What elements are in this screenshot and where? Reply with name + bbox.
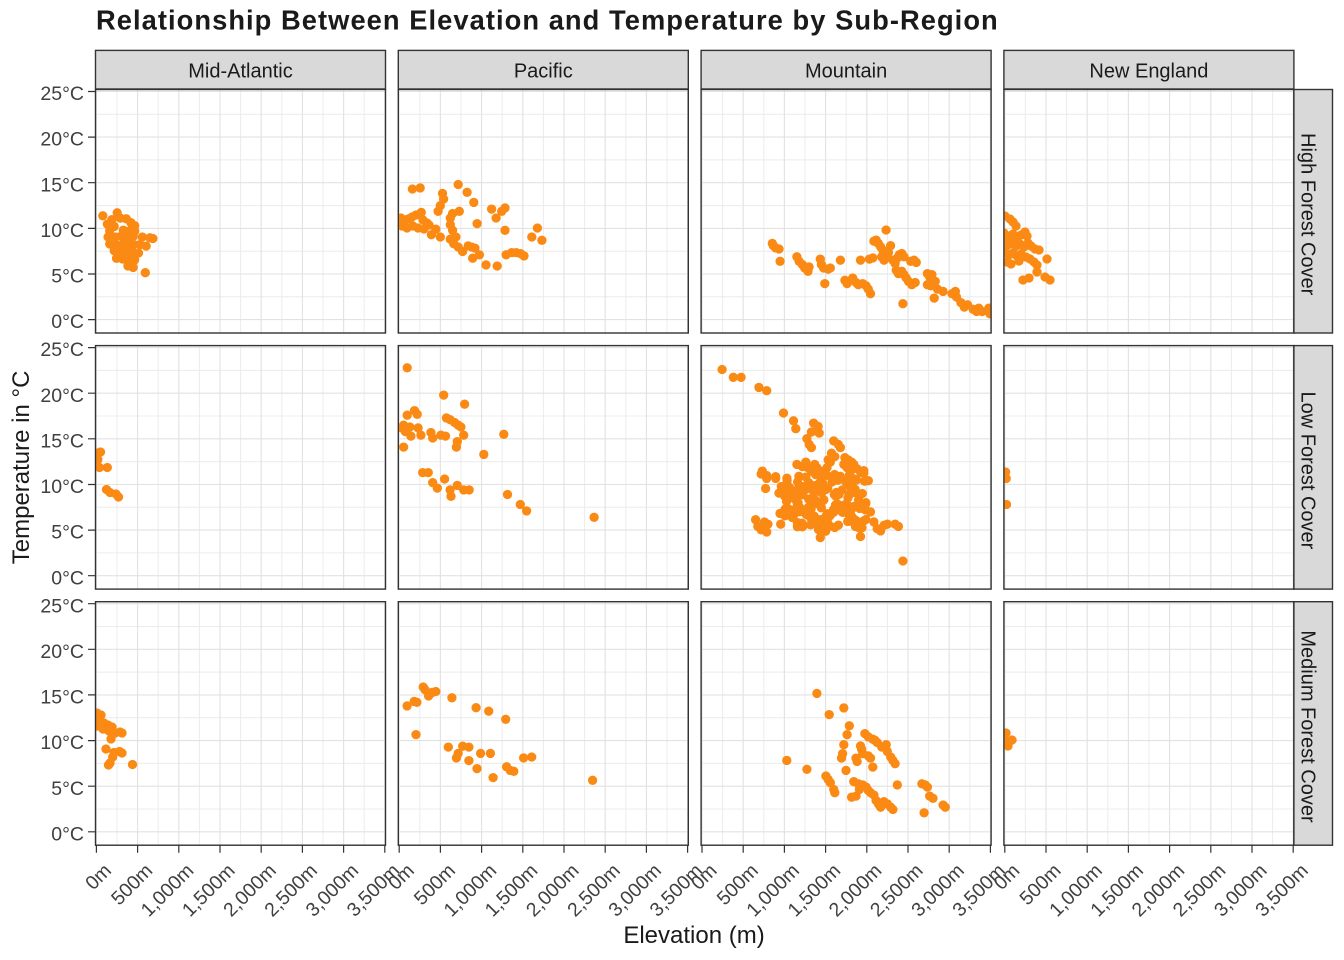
svg-text:20°C: 20°C [40, 385, 84, 407]
svg-text:Medium Forest Cover: Medium Forest Cover [1296, 630, 1318, 823]
svg-text:Relationship Between Elevation: Relationship Between Elevation and Tempe… [96, 5, 999, 36]
svg-text:Mid-Atlantic: Mid-Atlantic [188, 60, 292, 82]
svg-text:25°C: 25°C [40, 83, 84, 105]
svg-text:Elevation (m): Elevation (m) [623, 922, 764, 949]
svg-text:5°C: 5°C [51, 522, 84, 544]
svg-text:25°C: 25°C [40, 339, 84, 361]
svg-text:20°C: 20°C [40, 129, 84, 151]
svg-text:Low Forest Cover: Low Forest Cover [1296, 391, 1318, 549]
svg-text:10°C: 10°C [40, 220, 84, 242]
svg-text:5°C: 5°C [51, 266, 84, 288]
svg-text:Temperature in °C: Temperature in °C [8, 371, 35, 565]
svg-text:0°C: 0°C [51, 823, 84, 845]
svg-text:15°C: 15°C [40, 687, 84, 709]
svg-text:New England: New England [1089, 60, 1208, 82]
svg-text:Pacific: Pacific [514, 60, 573, 82]
svg-text:25°C: 25°C [40, 595, 84, 617]
svg-text:15°C: 15°C [40, 430, 84, 452]
svg-text:High Forest Cover: High Forest Cover [1296, 133, 1318, 296]
svg-text:0°C: 0°C [51, 567, 84, 589]
svg-text:5°C: 5°C [51, 778, 84, 800]
svg-text:20°C: 20°C [40, 641, 84, 663]
svg-text:10°C: 10°C [40, 476, 84, 498]
svg-text:10°C: 10°C [40, 732, 84, 754]
svg-text:Mountain: Mountain [805, 60, 887, 82]
svg-text:15°C: 15°C [40, 174, 84, 196]
svg-text:0°C: 0°C [51, 311, 84, 333]
